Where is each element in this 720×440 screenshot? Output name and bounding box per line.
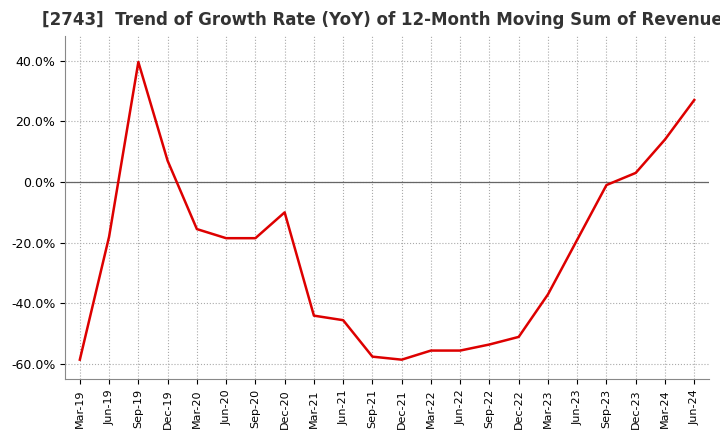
Title: [2743]  Trend of Growth Rate (YoY) of 12-Month Moving Sum of Revenues: [2743] Trend of Growth Rate (YoY) of 12-… <box>42 11 720 29</box>
